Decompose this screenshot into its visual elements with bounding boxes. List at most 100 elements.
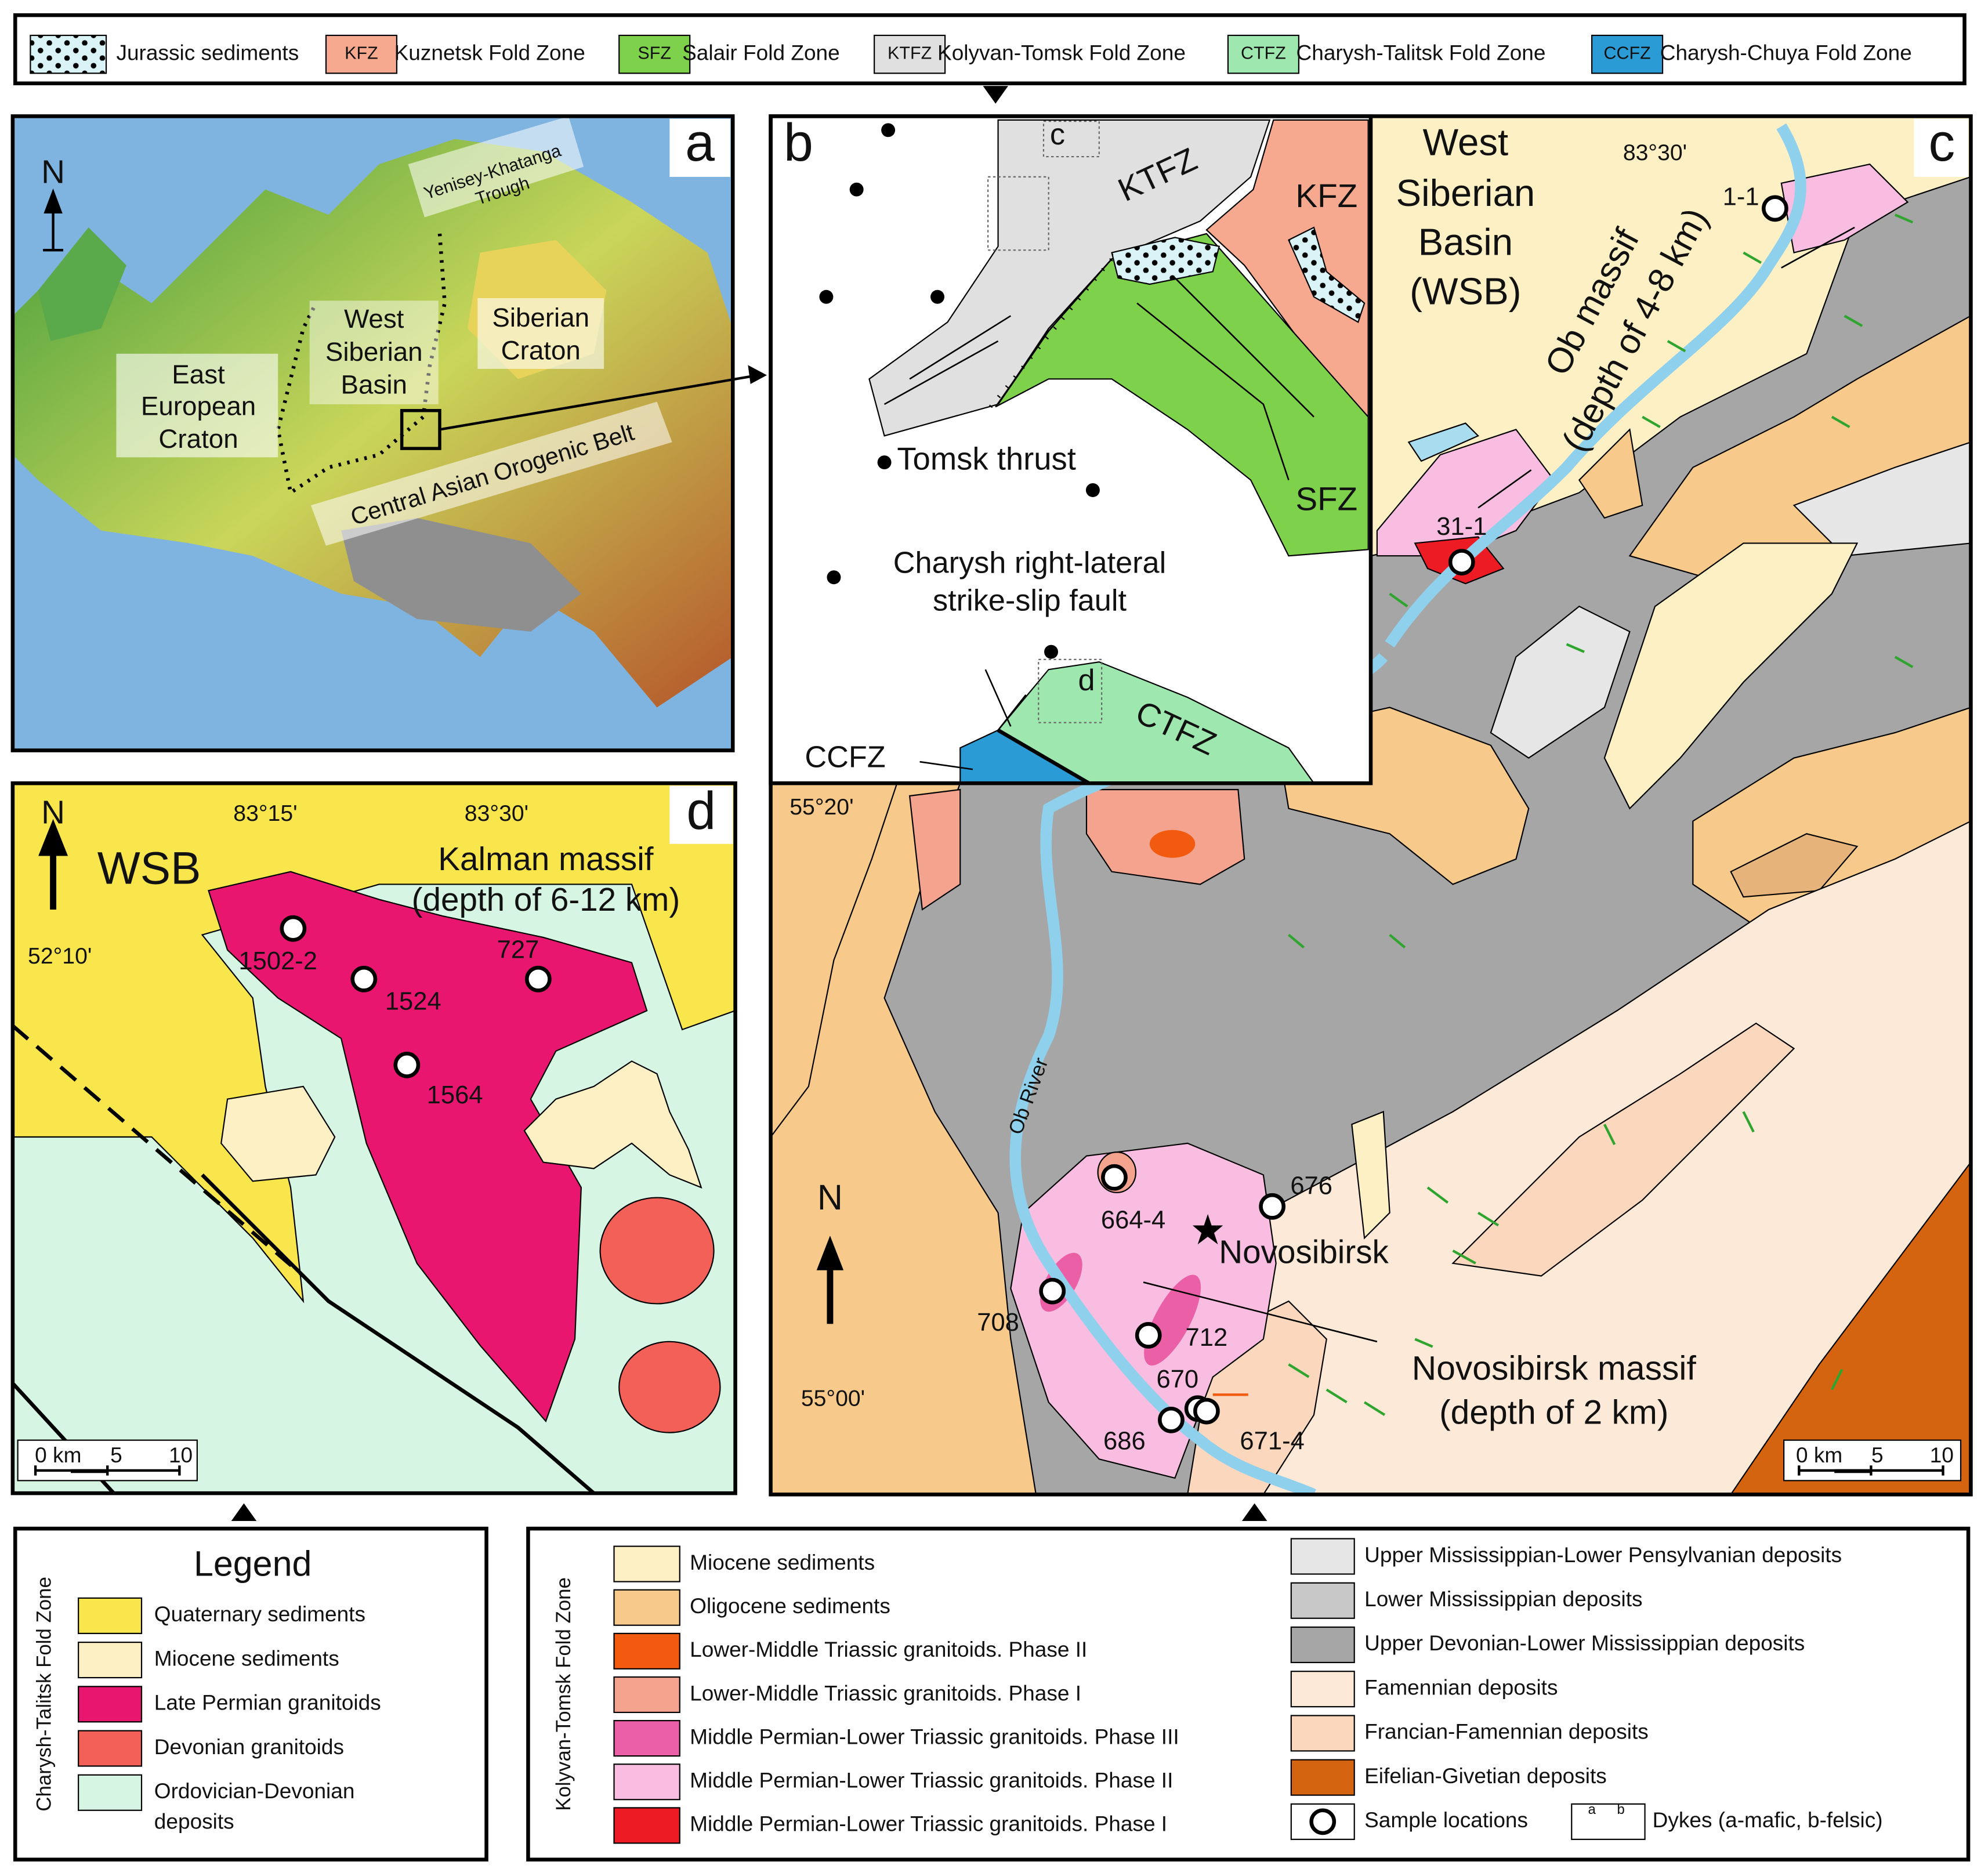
sample-label: 1-1 [1723,183,1759,211]
legend-frames-shape [526,1526,1971,1861]
scale-label: 5 [110,1443,122,1467]
legend-swatch [1290,1626,1355,1664]
panel-c-map-shape [1729,1160,1971,1495]
map-label: Basin [1418,221,1513,263]
panel-b-map-shape-shape [1085,483,1100,497]
sample-label: 708 [977,1309,1019,1337]
panel-b-map-shape-shape [819,289,834,304]
panel-b-map [769,114,1373,785]
legend-swatch [78,1730,143,1767]
sample-label: 686 [1103,1428,1146,1455]
panel-c-map-shape [1914,118,1969,177]
map-label: Kalman massif [438,841,653,877]
sample-label: 1524 [385,988,441,1016]
panel-d-frame [10,781,737,1522]
legend-label: Devonian granitoids [154,1734,344,1759]
legend-swatch [1571,1803,1646,1840]
panel-d-map-shape [523,1060,702,1189]
panel-d-frame-shape [231,1503,257,1522]
sample-marker [393,1052,421,1078]
legend-label: Jurassic sediments [116,40,299,64]
legend-label: Middle Permian-Lower Triassic granitoids… [690,1724,1179,1748]
sample-marker [1158,1406,1185,1433]
panel-letter: b [784,113,813,172]
map-label: Novosibirsk [1219,1233,1389,1270]
panel-c-frame-shape [769,114,1973,1497]
panel-c-frame [769,114,1973,1522]
sample-label: 712 [1186,1324,1228,1352]
panel-b-map-shape [1111,237,1221,285]
map-label: 55°00' [801,1386,865,1411]
sample-label: 676 [1290,1172,1332,1200]
legend-swatch [1290,1671,1355,1708]
map-label: West [1423,121,1509,164]
panel-a-map-shape [38,227,126,341]
panel-c-map-shape [1451,1022,1795,1277]
panel-a-map-shape [116,353,278,458]
legend-label: Salair Fold Zone [682,40,840,64]
legend-label: Sample locations [1364,1808,1528,1832]
map-label: SFZ [1295,481,1357,517]
legend-swatch [1591,34,1664,74]
legend-label: a [1588,1802,1596,1817]
map-label: KFZ [1295,178,1357,214]
legend-swatch [613,1763,680,1801]
legend-label: Ordovician-Devonian [154,1779,355,1803]
top-legend-frame-shape [983,86,1008,104]
panel-b-map-shape [995,233,1369,557]
legend-label: Upper Mississippian-Lower Pensylvanian d… [1364,1542,1842,1567]
sample-label: 671-4 [1240,1428,1304,1455]
sample-marker [1039,1277,1066,1305]
legend-swatch [1227,34,1299,74]
map-label: N [41,153,65,190]
panel-a-frame-shape [10,114,735,752]
legend-code: KFZ [345,44,378,63]
legend-code: CTFZ [1241,44,1286,63]
legend-swatch [613,1807,680,1844]
panel-a-frame [10,114,767,752]
map-label: Siberian [492,303,589,332]
legend-code: KTFZ [888,44,932,63]
legend-swatch [613,1676,680,1714]
panel-d-map-shape [12,1024,305,1278]
panel-b-map-shape-shape [1044,644,1059,659]
panel-b-map-shape [773,118,829,177]
panel-c-map-shape [816,1236,844,1324]
panel-c-map-shape [1407,422,1480,462]
sample-marker [1259,1193,1286,1220]
legend-side-label: Kolyvan-Tomsk Fold Zone [552,1577,575,1811]
panel-letter: d [686,781,716,841]
map-label: N [817,1178,843,1217]
panel-b-map-shape [819,123,1100,659]
panel-c-map-shape [1490,606,1631,759]
legend-label: Kuznetsk Fold Zone [394,40,585,64]
legend-label: deposits [154,1809,234,1833]
map-label: CCFZ [805,741,885,774]
legend-code: CCFZ [1603,44,1650,63]
map-label: Siberian [1396,172,1535,214]
panel-b-map-shape-shape [877,455,892,470]
panel-c-map-shape [1730,833,1859,898]
sample-label: 664-4 [1101,1206,1165,1234]
panel-b-map-shape-shape [930,289,945,304]
sample-marker [1101,1164,1128,1191]
panel-b-map-shape [919,760,973,770]
legend-label: Quaternary sediments [154,1602,365,1626]
panel-letter: a [685,113,715,172]
legend-label: Famennian deposits [1364,1675,1558,1699]
legend-swatch [325,34,398,74]
sample-marker [1448,549,1475,575]
legend-swatch [1290,1759,1355,1796]
legend-swatch [78,1642,143,1679]
map-label: 55°20' [789,795,853,820]
map-label: N [41,794,65,831]
sample-label: 31-1 [1436,513,1487,541]
panel-a-map-shape [341,517,581,632]
map-label: 52°10' [28,944,92,969]
legend-swatch [613,1589,680,1626]
legend-swatch [78,1686,143,1723]
map-label: West [344,304,404,334]
map-label: (depth of 6-12 km) [412,881,680,918]
legend-label: Miocene sediments [690,1550,875,1574]
panel-a-map-shape [43,188,64,252]
